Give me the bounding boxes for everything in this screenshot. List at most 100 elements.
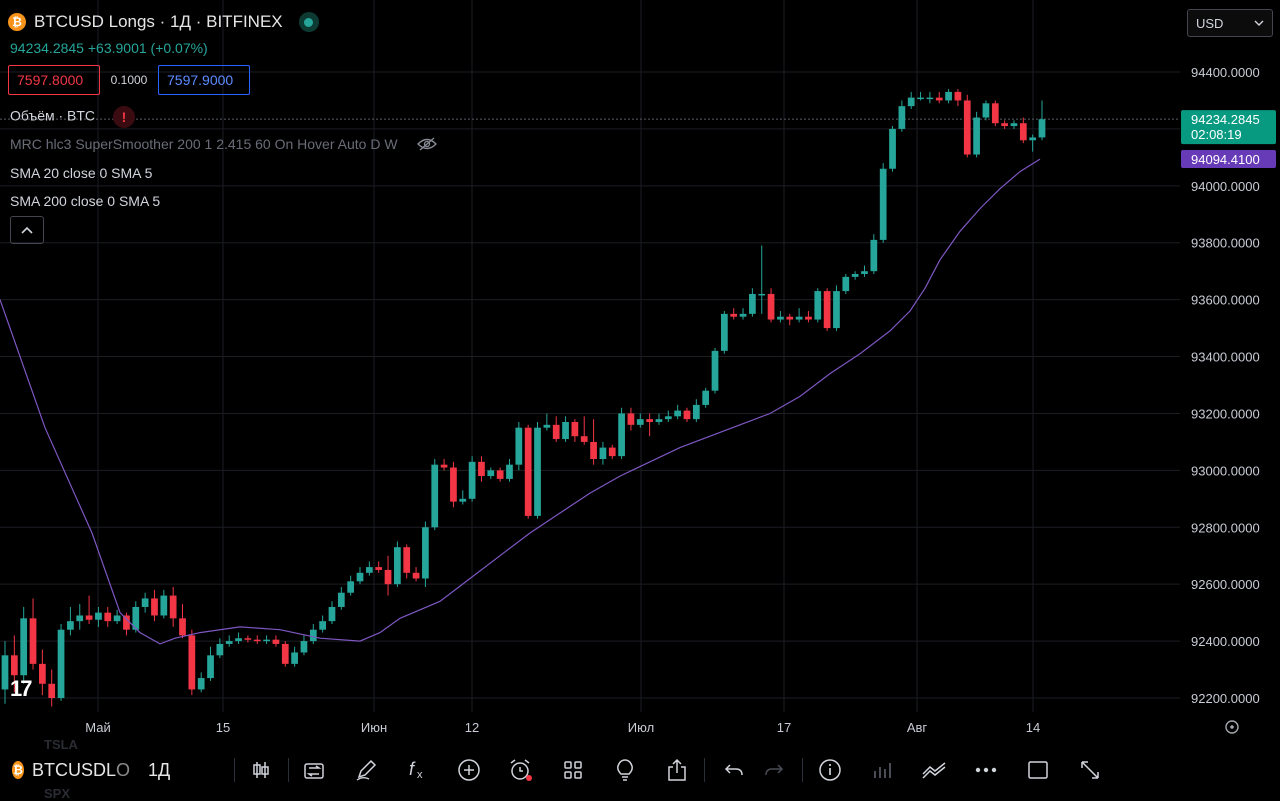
candle [253, 635, 261, 644]
currency-select[interactable]: USD [1187, 9, 1273, 37]
candle [347, 575, 355, 596]
price-chart[interactable]: 94400.000094200.000094000.000093800.0000… [0, 0, 1280, 742]
price-tick-label: 93200.0000 [1191, 406, 1260, 421]
time-axis[interactable]: Май 15 Июн 12 Июл 17 Авг 14 [85, 720, 1040, 735]
candle [861, 265, 868, 277]
candle [749, 288, 756, 317]
add-plus-icon[interactable] [453, 754, 485, 786]
candle [562, 416, 569, 442]
candle [571, 419, 579, 442]
candle [169, 587, 177, 627]
candle [702, 387, 710, 408]
volume-indicator[interactable]: Объём · BTC ! [10, 106, 135, 128]
candle [160, 589, 168, 619]
background-symbol: SPX [44, 786, 71, 801]
info-icon[interactable] [814, 754, 846, 786]
candle [982, 100, 990, 121]
candle [552, 416, 560, 442]
candle [235, 632, 242, 644]
time-tick-label: Май [85, 720, 110, 735]
candle [534, 421, 541, 519]
candle [375, 561, 383, 573]
compare-icon[interactable] [298, 754, 330, 786]
candle [1038, 100, 1046, 141]
candle [39, 649, 46, 696]
time-tick-label: 14 [1026, 720, 1040, 735]
candle [1029, 134, 1037, 152]
chart-grid [0, 0, 1180, 712]
candle [300, 635, 308, 656]
candle [926, 91, 934, 104]
ideas-bulb-icon[interactable] [609, 754, 641, 786]
candle [468, 456, 476, 502]
candle [655, 413, 663, 425]
eye-hidden-icon[interactable] [417, 137, 438, 154]
candle [179, 604, 186, 639]
undo-icon[interactable] [718, 754, 750, 786]
layout-square-icon[interactable] [1022, 754, 1054, 786]
candle [141, 592, 149, 613]
buy-button[interactable]: 7597.9000 [158, 65, 250, 95]
candle [104, 606, 112, 627]
candle [29, 598, 37, 670]
candle [431, 458, 439, 531]
candle [524, 424, 532, 519]
fullscreen-icon[interactable] [1074, 754, 1106, 786]
svg-text:x: x [417, 769, 423, 781]
candle [823, 288, 831, 331]
collapse-legend-button[interactable] [10, 216, 44, 244]
candle [197, 672, 205, 693]
candle [319, 615, 327, 633]
candle [151, 589, 158, 622]
market-status-icon[interactable] [298, 12, 319, 32]
candle [636, 413, 644, 428]
candle [515, 421, 523, 471]
sma-line [0, 158, 1041, 645]
price-tick-label: 93000.0000 [1191, 463, 1260, 478]
time-tick-label: Авг [907, 720, 928, 735]
candle [188, 629, 196, 696]
candle [580, 416, 588, 445]
mrc-indicator[interactable]: MRC hlc3 SuperSmoother 200 1 2.415 60 On… [10, 136, 438, 154]
interval-button[interactable]: 1Д [148, 759, 171, 780]
candle [879, 163, 887, 243]
candle [954, 89, 962, 107]
reset-scale-icon[interactable] [1225, 720, 1239, 734]
candle [907, 91, 915, 109]
candle [113, 609, 121, 625]
candle [646, 413, 653, 437]
candle [739, 308, 747, 320]
layout-grid-icon[interactable] [557, 754, 589, 786]
symbol-search-button[interactable]: ₿ BTCUSDLO [12, 759, 130, 780]
warning-icon[interactable]: ! [112, 106, 135, 128]
price-tick-label: 92800.0000 [1191, 520, 1260, 535]
draw-pencil-icon[interactable] [350, 754, 382, 786]
candle [945, 89, 952, 104]
share-icon[interactable] [661, 754, 693, 786]
candle [291, 646, 298, 667]
bars-chart-icon[interactable] [866, 754, 898, 786]
sma20-indicator[interactable]: SMA 20 close 0 SMA 5 [10, 165, 153, 181]
candle [412, 567, 420, 582]
bitcoin-icon: ₿ [12, 761, 24, 779]
candle [57, 624, 65, 701]
sma200-indicator[interactable]: SMA 200 close 0 SMA 5 [10, 193, 161, 209]
candle [356, 567, 364, 585]
redo-icon[interactable] [758, 754, 790, 786]
candle [10, 635, 18, 693]
candles-icon[interactable] [245, 754, 277, 786]
price-tick-label: 92400.0000 [1191, 634, 1260, 649]
more-icon[interactable] [970, 754, 1002, 786]
alert-clock-icon[interactable] [505, 754, 537, 786]
symbol-title[interactable]: BTCUSD Longs · 1Д · BITFINEX [34, 12, 283, 31]
candle [935, 91, 943, 104]
sell-button[interactable]: 7597.8000 [8, 65, 100, 95]
tradingview-logo: 17 [10, 676, 33, 701]
candle [225, 635, 233, 647]
candle [767, 288, 775, 323]
chevron-up-icon [21, 226, 33, 234]
candle [20, 606, 28, 684]
trend-line-icon[interactable] [918, 754, 950, 786]
candle [365, 561, 373, 576]
